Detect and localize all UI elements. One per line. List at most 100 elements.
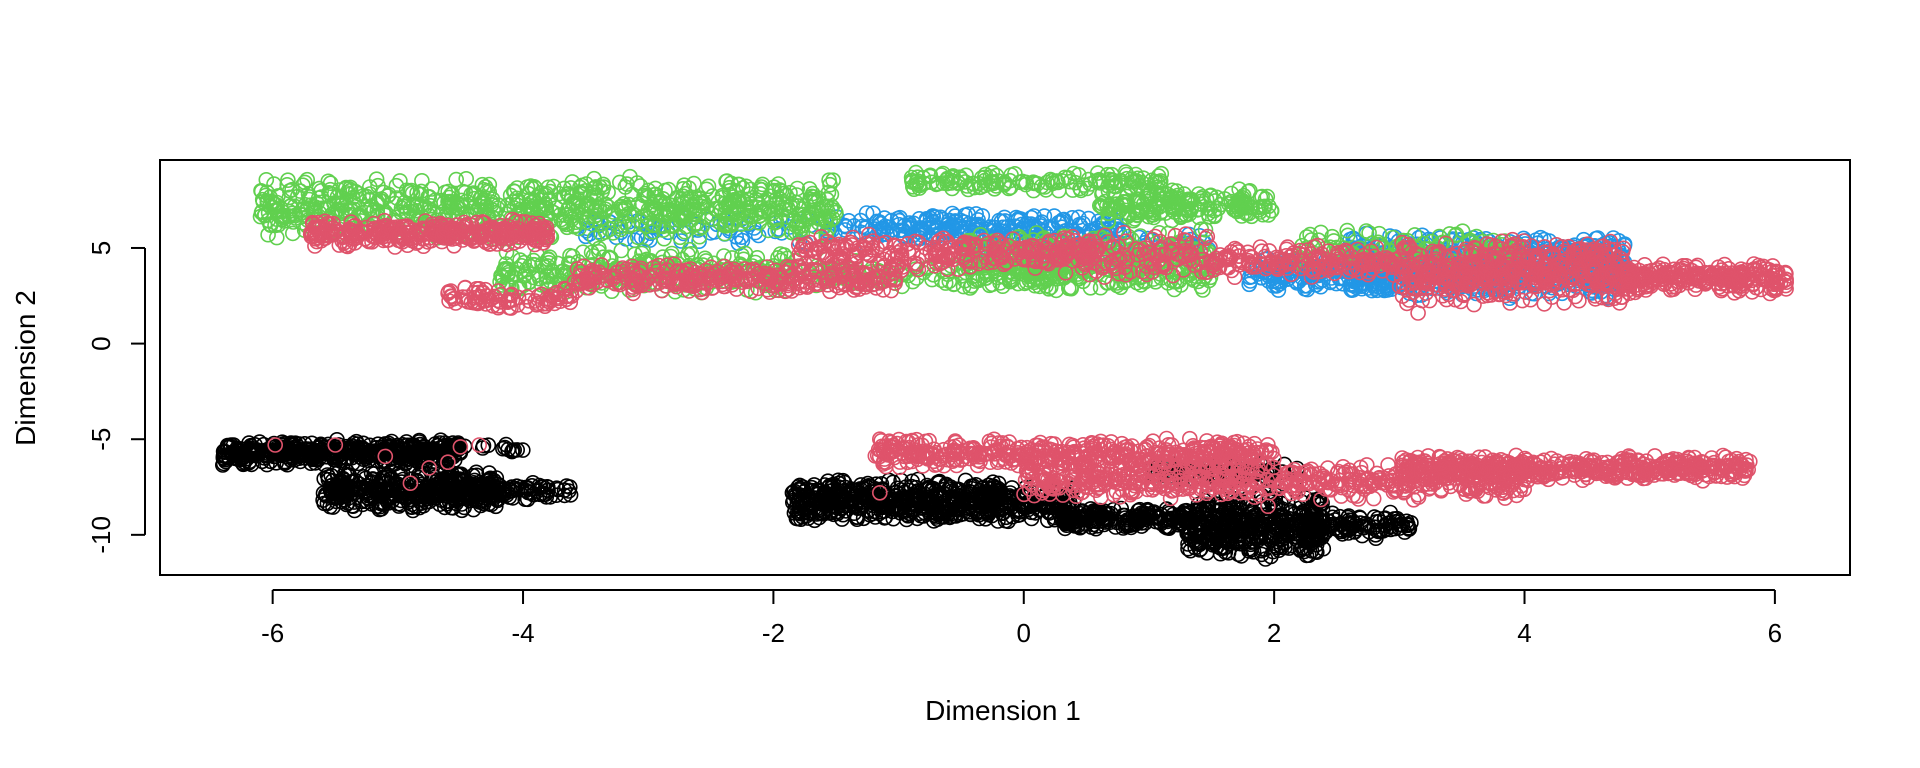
- data-point: [335, 472, 352, 488]
- data-point: [1180, 536, 1196, 552]
- data-point: [535, 486, 552, 503]
- data-point: [347, 481, 364, 498]
- data-point: [946, 507, 963, 524]
- data-point: [500, 441, 517, 458]
- data-point: [822, 477, 838, 494]
- data-point: [448, 171, 465, 188]
- data-point: [1208, 515, 1224, 531]
- data-point: [325, 499, 341, 515]
- data-point: [1181, 524, 1197, 541]
- data-point: [803, 492, 819, 508]
- data-point: [443, 464, 460, 481]
- data-point: [483, 479, 499, 496]
- data-point: [933, 487, 950, 504]
- data-point: [236, 448, 253, 465]
- data-point: [1256, 526, 1272, 542]
- data-point: [878, 497, 895, 514]
- data-point: [428, 474, 444, 490]
- data-point: [1243, 541, 1259, 558]
- data-point: [523, 484, 539, 501]
- data-point: [359, 489, 376, 506]
- data-point: [398, 480, 415, 497]
- data-point: [276, 453, 293, 470]
- data-point: [1267, 537, 1283, 554]
- data-point: [404, 496, 420, 513]
- data-point: [370, 448, 386, 465]
- data-point: [1209, 508, 1225, 525]
- data-point: [873, 476, 890, 492]
- data-point: [425, 480, 442, 497]
- data-point: [304, 435, 320, 452]
- data-point: [869, 492, 886, 509]
- data-point: [378, 490, 395, 506]
- data-point: [1244, 533, 1261, 549]
- data-point: [407, 498, 424, 515]
- data-point: [342, 445, 358, 461]
- data-point: [375, 483, 392, 499]
- data-point: [1179, 512, 1195, 528]
- data-point: [830, 479, 847, 495]
- data-point: [1123, 510, 1139, 527]
- data-point: [293, 446, 309, 463]
- data-point: [359, 448, 375, 465]
- data-point: [241, 440, 257, 457]
- data-point: [558, 478, 575, 494]
- data-point: [1138, 505, 1155, 522]
- data-point: [441, 439, 458, 456]
- data-point: [1160, 510, 1177, 527]
- data-point: [789, 510, 806, 527]
- data-point: [320, 469, 337, 485]
- data-point: [787, 501, 804, 517]
- data-point: [339, 467, 356, 483]
- data-point: [443, 475, 459, 492]
- data-point: [1253, 542, 1270, 559]
- data-point: [454, 502, 470, 519]
- data-point: [381, 456, 397, 472]
- data-point: [1149, 510, 1166, 526]
- data-point: [1251, 531, 1267, 548]
- data-point: [849, 511, 865, 528]
- data-point: [1248, 511, 1265, 528]
- data-point: [916, 504, 933, 521]
- data-point: [540, 482, 556, 498]
- data-point: [791, 482, 807, 498]
- data-point: [784, 485, 801, 501]
- data-point: [346, 441, 363, 458]
- data-point: [1283, 537, 1299, 554]
- data-point: [474, 440, 491, 456]
- data-point: [392, 173, 408, 189]
- data-point: [1098, 510, 1115, 527]
- data-point: [1066, 514, 1083, 530]
- data-point: [954, 484, 971, 501]
- data-point: [451, 485, 468, 501]
- data-point: [556, 487, 573, 504]
- data-point: [495, 440, 511, 457]
- data-point: [928, 505, 945, 522]
- data-point: [363, 482, 379, 498]
- data-point: [938, 478, 955, 494]
- data-point: [989, 499, 1005, 516]
- data-point: [362, 475, 379, 491]
- data-point: [981, 485, 998, 502]
- data-point: [960, 485, 976, 502]
- data-point: [216, 443, 232, 459]
- data-point: [963, 480, 980, 497]
- data-point: [315, 485, 332, 502]
- data-point: [391, 483, 408, 499]
- data-point: [822, 498, 839, 514]
- data-point: [1113, 500, 1129, 517]
- data-point: [477, 487, 494, 504]
- data-point: [1292, 542, 1309, 559]
- data-point: [833, 499, 849, 516]
- data-point: [324, 448, 340, 464]
- data-point: [363, 465, 380, 481]
- data-point: [502, 482, 518, 499]
- data-point: [466, 488, 482, 505]
- data-point: [404, 439, 421, 456]
- data-point: [1182, 542, 1199, 559]
- data-point: [1272, 537, 1289, 554]
- data-point: [215, 455, 232, 472]
- data-point: [1064, 511, 1080, 528]
- data-point: [1216, 533, 1232, 549]
